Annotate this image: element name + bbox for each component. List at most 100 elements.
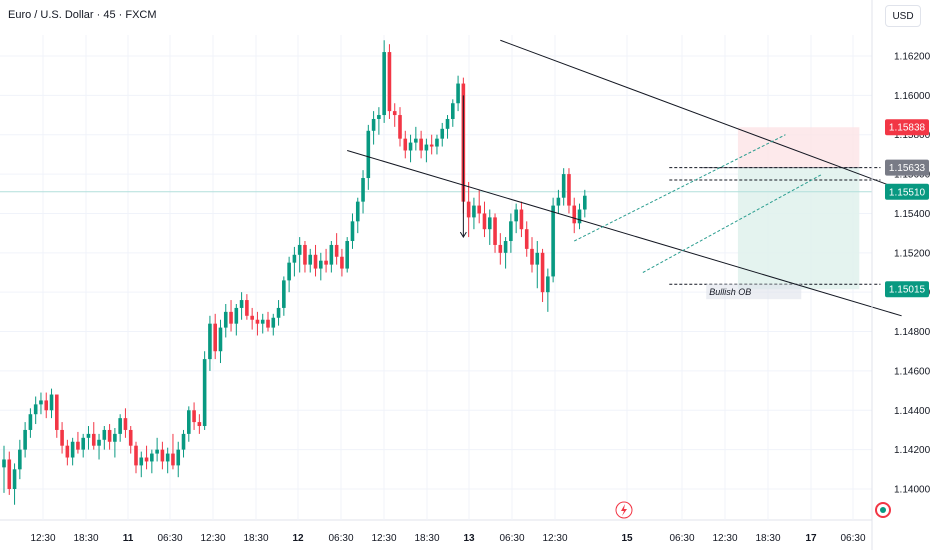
candle-body [7, 459, 12, 489]
candle-body [414, 138, 418, 143]
x-tick-label: 11 [123, 533, 134, 544]
drop-arrowhead [459, 231, 467, 239]
candle-body [245, 300, 249, 316]
candle-body [403, 138, 408, 151]
candle-body [150, 453, 154, 462]
y-tick-label: 1.14200 [894, 445, 931, 456]
candle-body [12, 469, 17, 489]
candle-body [181, 433, 186, 450]
grid [0, 35, 872, 521]
candle-body [218, 327, 223, 352]
candle-body [144, 457, 149, 462]
candle-body [424, 144, 429, 151]
candle-body [234, 307, 239, 324]
x-tick-label: 06:30 [669, 533, 694, 544]
candle-body [91, 433, 96, 446]
candle-body [387, 52, 392, 112]
candle-body [377, 115, 381, 119]
candle-body [18, 449, 22, 470]
x-tick-label: 12:30 [542, 533, 567, 544]
candle-body [160, 449, 165, 462]
chart-icons [615, 501, 891, 519]
candle-body [567, 174, 571, 206]
candle-body [435, 138, 439, 147]
candle-body [255, 319, 260, 324]
candle-body [118, 418, 122, 434]
price-tag-label: 1.15510 [889, 187, 926, 198]
candle-body [519, 209, 524, 230]
x-tick-label: 06:30 [157, 533, 182, 544]
candle-body [260, 319, 265, 324]
candle-body [107, 429, 112, 442]
candle-body [551, 205, 555, 277]
candle-body [102, 429, 107, 440]
position-zones: Bullish OB [669, 127, 881, 300]
trendlines [347, 39, 913, 317]
candles [2, 40, 587, 505]
candle-body [355, 201, 360, 222]
candle-body [345, 241, 349, 269]
candle-body [313, 254, 318, 269]
lower-trendline [347, 149, 902, 317]
candle-body [308, 254, 313, 265]
candle-body [561, 174, 566, 198]
candle-body [86, 433, 91, 438]
price-tag [885, 281, 929, 298]
x-tick-label: 15 [621, 533, 633, 544]
x-tick-label: 17 [805, 533, 817, 544]
x-tick-label: 06:30 [499, 533, 524, 544]
y-tick-label: 1.14000 [894, 485, 931, 496]
candle-body [49, 394, 54, 411]
candle-body [176, 449, 181, 466]
stop-loss-zone [737, 127, 860, 168]
candle-body [123, 418, 128, 430]
candle-body [371, 118, 376, 131]
price-tags: 1.15838 1.15633 1.15510 1.15015 [885, 119, 929, 298]
price-tag [885, 119, 929, 136]
candle-body [482, 213, 487, 230]
price-tag-label: 1.15838 [889, 123, 926, 134]
x-tick-label: 12:30 [200, 533, 225, 544]
x-tick-label: 12:30 [371, 533, 396, 544]
candle-body [39, 400, 43, 405]
lightning-glyph [621, 504, 627, 516]
candle-body [361, 178, 365, 202]
candle-body [229, 311, 233, 324]
candle-body [128, 429, 133, 446]
candle-body [572, 205, 577, 224]
candle-body [197, 422, 202, 427]
price-tag [885, 159, 929, 176]
x-tick-label: 06:30 [840, 533, 865, 544]
x-axis: 12:30 18:30 11 06:30 12:30 18:30 12 06:30 12:30 1… [30, 533, 865, 544]
y-tick-label: 1.14800 [894, 327, 931, 338]
candle-body [509, 221, 513, 242]
x-tick-label: 06:30 [328, 533, 353, 544]
currency-button[interactable]: USD [885, 5, 921, 27]
order-block-label: Bullish OB [709, 287, 751, 297]
candle-body [429, 144, 434, 147]
candle-body [456, 83, 460, 104]
candle-body [239, 300, 244, 308]
candle-body [266, 319, 270, 328]
price-tag-label: 1.15633 [889, 163, 926, 174]
candle-body [487, 217, 492, 230]
candle-body [276, 307, 281, 318]
candle-body [398, 115, 402, 139]
candle-body [350, 221, 355, 242]
take-profit-zone [737, 167, 860, 290]
order-block-zone [706, 284, 802, 300]
candle-body [60, 429, 64, 446]
candle-body [208, 323, 212, 360]
y-axis: 1.162001.160001.158001.156001.154001.152… [871, 0, 931, 550]
candle-body [451, 103, 455, 119]
candle-body [324, 260, 328, 265]
candle-body [392, 111, 397, 116]
candle-body [514, 209, 518, 222]
candle-body [223, 311, 228, 328]
x-tick-label: 13 [463, 533, 475, 544]
candle-body [577, 209, 582, 224]
x-tick-label: 18:30 [243, 533, 268, 544]
candle-body [113, 433, 117, 442]
y-tick-label: 1.15400 [894, 209, 931, 220]
y-tick-label: 1.14600 [894, 366, 931, 377]
